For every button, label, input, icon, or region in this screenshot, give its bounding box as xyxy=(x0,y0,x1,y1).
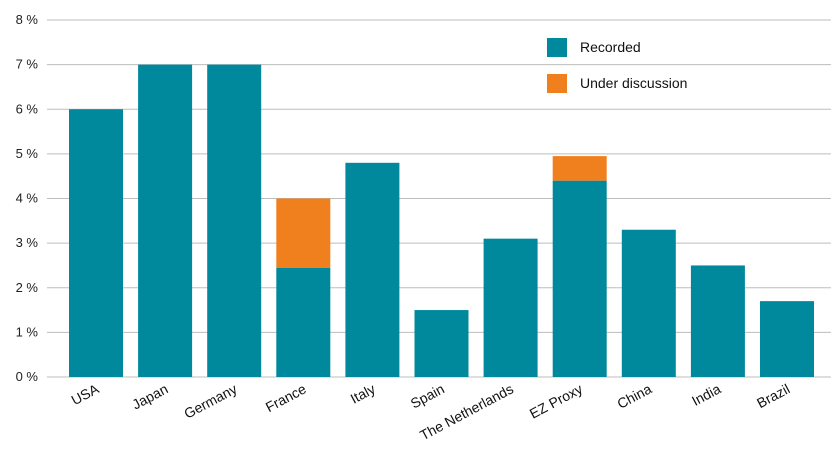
bar-recorded xyxy=(345,162,400,377)
legend: Recorded Under discussion xyxy=(547,38,687,93)
bar-under-discussion xyxy=(276,198,331,268)
y-axis-ticks: 0 % 1 % 2 % 3 % 4 % 5 % 6 % 7 % 8 % xyxy=(16,12,39,384)
legend-label-recorded: Recorded xyxy=(580,39,641,55)
x-tick-label: Spain xyxy=(408,381,447,412)
y-tick-label: 6 % xyxy=(16,101,39,116)
bar-recorded xyxy=(138,64,193,377)
y-tick-label: 4 % xyxy=(16,191,39,206)
y-tick-label: 5 % xyxy=(16,146,39,161)
bar-recorded xyxy=(69,109,123,377)
x-tick-label: Italy xyxy=(348,381,378,407)
bar-recorded xyxy=(552,180,607,377)
x-tick-label: France xyxy=(263,380,309,415)
y-tick-label: 0 % xyxy=(16,369,39,384)
bar-under-discussion xyxy=(552,156,607,181)
bar-recorded xyxy=(690,265,745,377)
x-tick-label: Germany xyxy=(181,381,239,422)
x-tick-label: USA xyxy=(68,380,102,408)
y-tick-label: 1 % xyxy=(16,324,39,339)
legend-swatch-under-discussion xyxy=(547,74,567,93)
bar-recorded xyxy=(207,64,262,377)
y-tick-label: 8 % xyxy=(16,12,39,27)
bar-recorded xyxy=(483,238,538,377)
y-tick-label: 3 % xyxy=(16,235,39,250)
legend-swatch-recorded xyxy=(547,38,567,57)
bar-recorded xyxy=(414,310,469,377)
bars xyxy=(69,64,814,377)
bar-recorded xyxy=(276,267,331,377)
x-tick-label: Brazil xyxy=(754,381,792,412)
legend-label-under-discussion: Under discussion xyxy=(580,75,687,91)
x-tick-label: China xyxy=(614,380,654,411)
y-tick-label: 7 % xyxy=(16,57,39,72)
y-tick-label: 2 % xyxy=(16,280,39,295)
x-tick-label: India xyxy=(689,380,724,408)
bar-recorded xyxy=(760,301,814,377)
x-tick-label: Japan xyxy=(129,381,170,413)
x-tick-label: EZ Proxy xyxy=(527,381,585,422)
bar-recorded xyxy=(621,229,676,377)
